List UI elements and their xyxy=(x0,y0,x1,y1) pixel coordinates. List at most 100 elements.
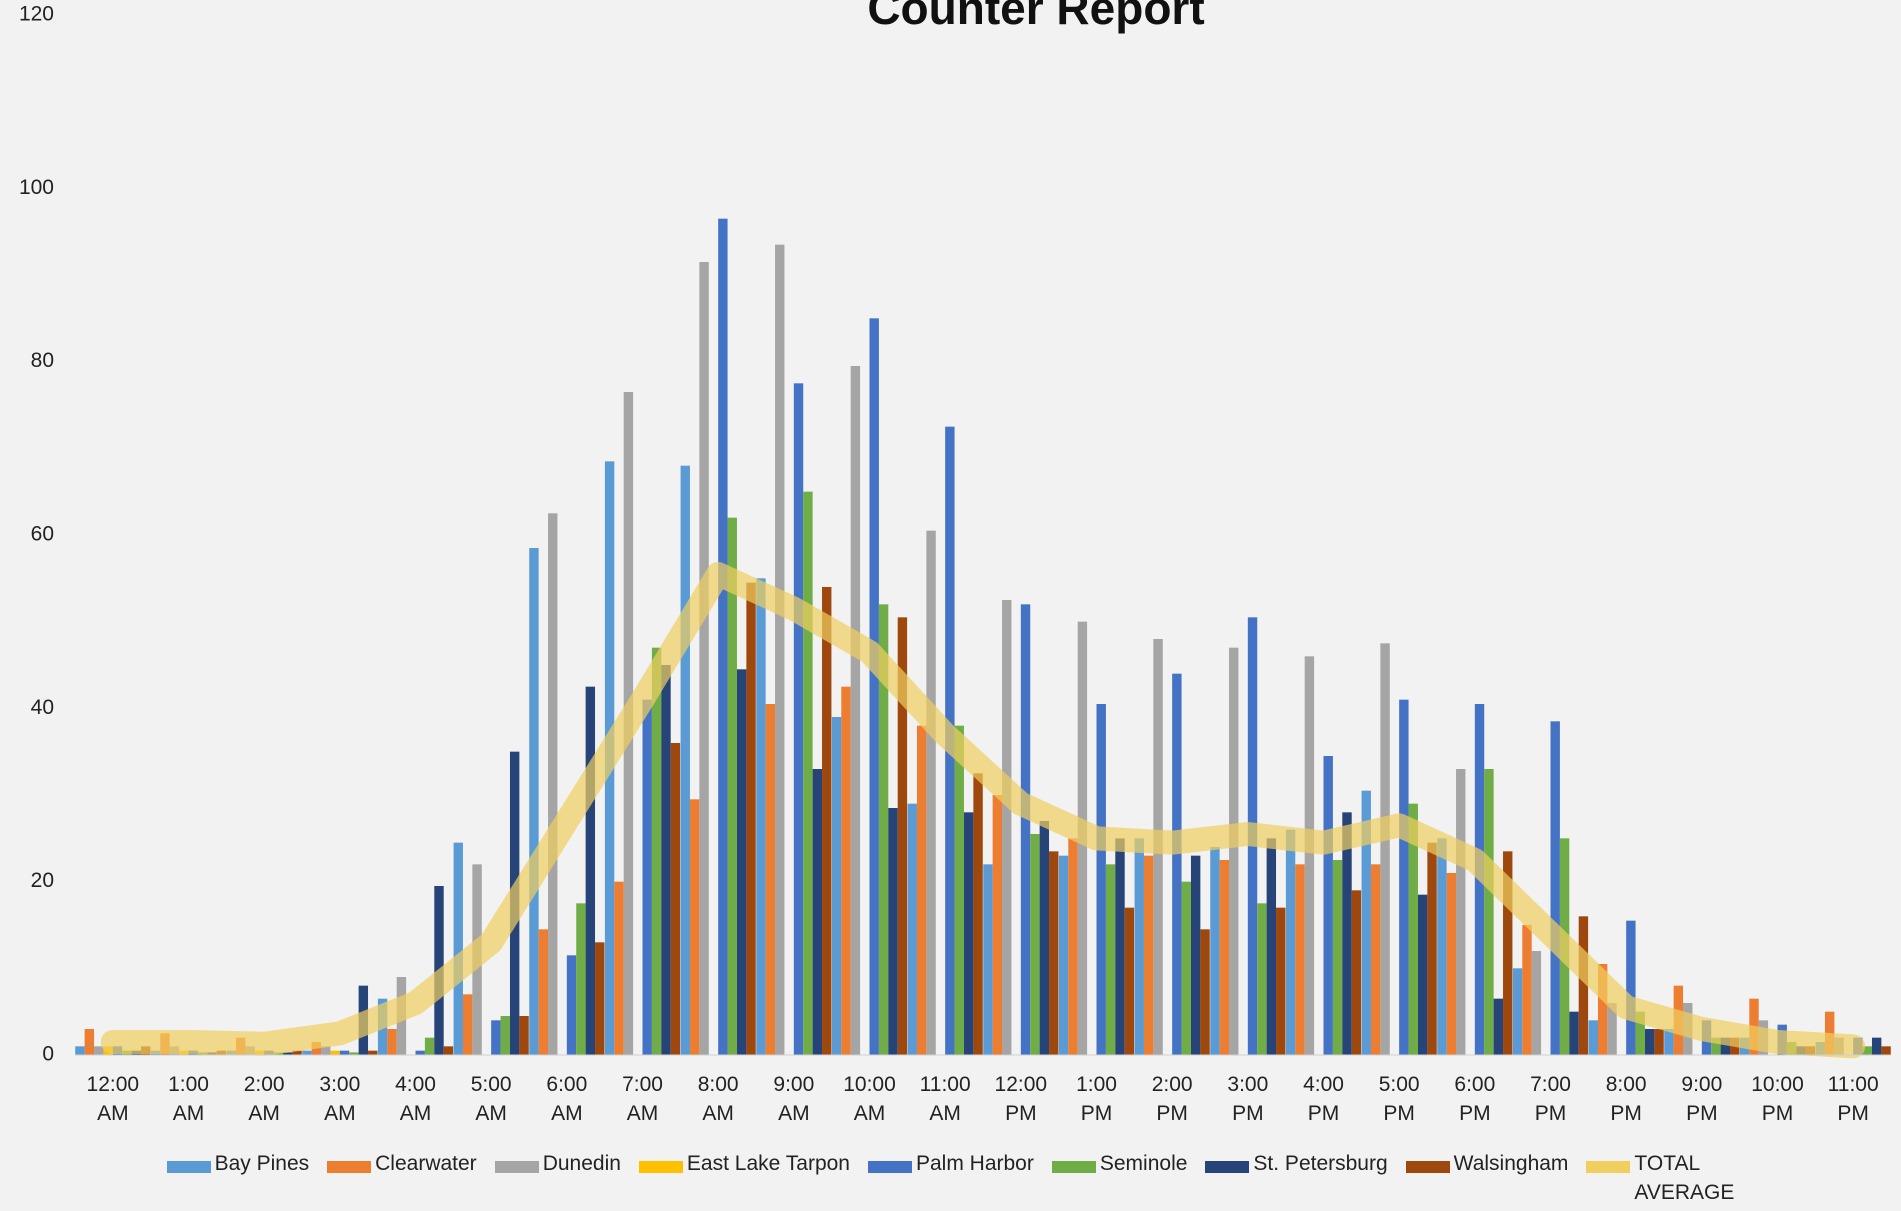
bar xyxy=(822,587,832,1055)
bar xyxy=(1597,964,1608,1055)
bar xyxy=(992,795,1003,1055)
bar xyxy=(1219,860,1230,1055)
bar xyxy=(349,1052,359,1055)
bar xyxy=(1588,1020,1598,1055)
bar xyxy=(1361,790,1371,1055)
x-tick-label: 7:00 AM xyxy=(622,1073,663,1125)
bar xyxy=(1115,838,1125,1055)
bar xyxy=(1635,1011,1645,1055)
bar xyxy=(1399,699,1409,1055)
x-tick-label: 8:00 AM xyxy=(697,1073,739,1125)
bar xyxy=(292,1050,302,1055)
y-tick-label: 60 xyxy=(31,523,54,546)
bar xyxy=(538,929,549,1055)
y-tick-label: 80 xyxy=(31,349,54,372)
bar xyxy=(75,1046,85,1055)
bar xyxy=(1210,847,1220,1055)
bar xyxy=(1456,769,1466,1055)
bar xyxy=(1550,721,1560,1055)
bar xyxy=(1626,920,1636,1055)
legend-item: Clearwater xyxy=(327,1152,477,1207)
bar xyxy=(1446,873,1457,1055)
bar xyxy=(595,942,605,1055)
bar xyxy=(368,1050,378,1055)
bar xyxy=(529,548,539,1055)
legend-label: TOTAL AVERAGE xyxy=(1634,1152,1735,1204)
bar xyxy=(1654,1029,1664,1055)
legend-label: Walsingham xyxy=(1453,1152,1569,1175)
legend-swatch xyxy=(638,1161,683,1173)
bar xyxy=(1049,851,1059,1055)
bar xyxy=(1200,929,1210,1055)
legend-label: East Lake Tarpon xyxy=(686,1152,850,1175)
bar xyxy=(1342,812,1352,1055)
bar xyxy=(443,1046,454,1055)
bar xyxy=(1266,838,1277,1055)
bar xyxy=(566,955,577,1055)
average-line xyxy=(100,562,1866,1059)
x-tick-label: 12:00 PM xyxy=(994,1073,1048,1125)
bar xyxy=(1002,600,1012,1055)
legend-item: Dunedin xyxy=(494,1152,621,1207)
bar xyxy=(548,513,558,1055)
bar xyxy=(831,717,842,1055)
bar xyxy=(1881,1046,1891,1055)
bar xyxy=(1380,643,1390,1055)
bar xyxy=(1351,890,1362,1055)
x-tick-label: 10:00 PM xyxy=(1751,1073,1804,1125)
bar xyxy=(869,318,879,1055)
bar xyxy=(1569,1011,1579,1055)
x-tick-label: 7:00 PM xyxy=(1530,1073,1571,1125)
bar xyxy=(1512,968,1523,1055)
bar xyxy=(1143,855,1154,1055)
bar xyxy=(963,812,974,1055)
bar xyxy=(689,799,700,1055)
legend: Bay Pines Clearwater Dunedin East Lake Tarp… xyxy=(0,1152,1901,1207)
bar xyxy=(1323,756,1333,1055)
x-tick-label: 12:00 AM xyxy=(86,1073,140,1125)
bar xyxy=(1862,1046,1872,1055)
x-tick-label: 4:00 PM xyxy=(1303,1073,1344,1125)
bar xyxy=(1720,1037,1731,1055)
bar xyxy=(1578,916,1589,1055)
legend-item: Bay Pines xyxy=(166,1152,309,1207)
bar xyxy=(1304,656,1315,1055)
bar xyxy=(775,244,785,1055)
bar xyxy=(1229,647,1239,1055)
bar xyxy=(1503,851,1513,1055)
legend-item: East Lake Tarpon xyxy=(638,1152,850,1207)
legend-item: St. Petersburg xyxy=(1205,1152,1388,1207)
bar xyxy=(841,686,851,1055)
bar xyxy=(1522,925,1532,1055)
bar xyxy=(850,366,861,1055)
bar xyxy=(1417,894,1428,1055)
legend-swatch xyxy=(1205,1161,1250,1173)
bar xyxy=(680,465,690,1056)
bar xyxy=(1105,864,1116,1055)
bar xyxy=(736,669,747,1055)
bar xyxy=(661,665,671,1055)
bar xyxy=(1664,1029,1674,1055)
bar xyxy=(954,725,964,1055)
x-tick-label: 9:00 PM xyxy=(1681,1073,1723,1125)
bar xyxy=(1058,855,1069,1055)
bar xyxy=(585,686,596,1055)
x-tick-label: 8:00 PM xyxy=(1605,1073,1647,1125)
bar xyxy=(1437,838,1447,1055)
legend-item: TOTAL AVERAGE xyxy=(1586,1152,1734,1207)
bar xyxy=(756,578,766,1055)
bar xyxy=(926,530,936,1055)
y-tick-label: 0 xyxy=(42,1043,54,1066)
chart-title: Counter Report xyxy=(867,0,1204,34)
bar xyxy=(1172,673,1182,1055)
bar xyxy=(1020,604,1031,1055)
x-tick-label: 4:00 AM xyxy=(395,1073,436,1125)
y-tick-label: 100 xyxy=(19,176,54,199)
bar xyxy=(339,1050,350,1055)
bar xyxy=(1370,864,1381,1055)
bar xyxy=(812,769,823,1055)
legend-label: Clearwater xyxy=(375,1152,477,1175)
bar xyxy=(1295,864,1305,1055)
bar xyxy=(973,773,983,1055)
bar xyxy=(1531,951,1542,1055)
